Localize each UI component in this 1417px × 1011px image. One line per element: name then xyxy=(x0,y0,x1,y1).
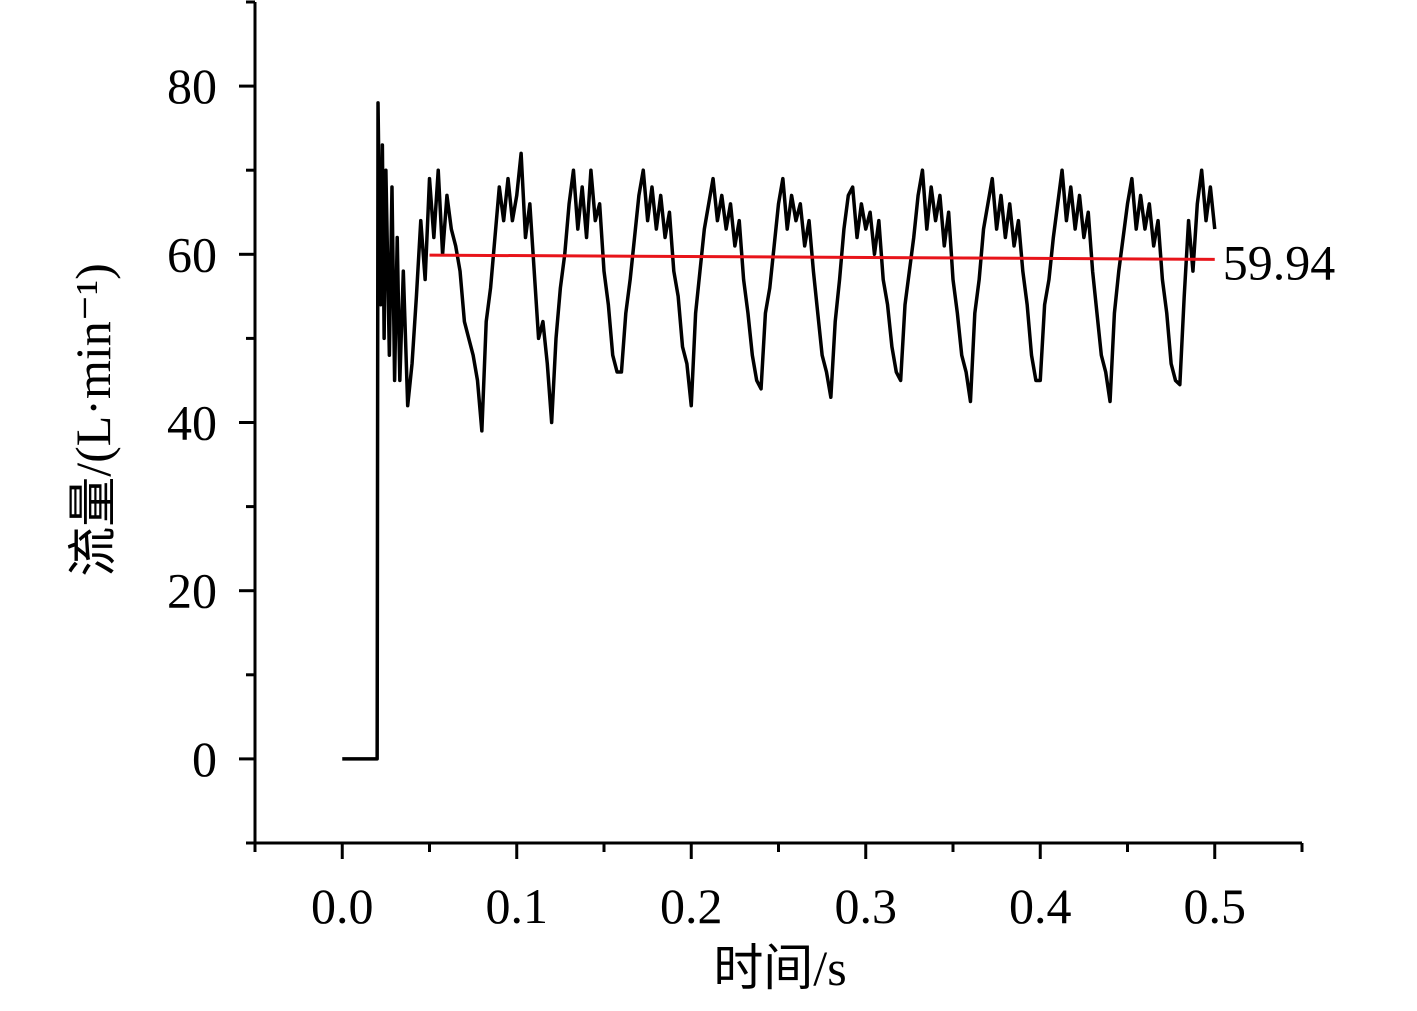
x-tick-label: 0.5 xyxy=(1184,878,1247,934)
mean-line xyxy=(429,253,1215,261)
y-tick-label: 0 xyxy=(192,731,217,787)
x-tick-label: 0.2 xyxy=(660,878,723,934)
y-tick-label: 80 xyxy=(167,58,217,114)
x-tick-label: 0.3 xyxy=(835,878,898,934)
x-tick-label: 0.1 xyxy=(486,878,549,934)
x-tick-label: 0.4 xyxy=(1009,878,1072,934)
y-tick-label: 40 xyxy=(167,395,217,451)
x-axis-label: 时间/s xyxy=(713,940,846,996)
y-tick-label: 20 xyxy=(167,563,217,619)
flow-line xyxy=(342,101,1217,761)
y-axis-label: 流量/(L·min⁻¹) xyxy=(65,263,121,577)
x-tick-label: 0.0 xyxy=(311,878,374,934)
annotation: 59.94 xyxy=(1223,234,1336,290)
y-tick-label: 60 xyxy=(167,226,217,282)
